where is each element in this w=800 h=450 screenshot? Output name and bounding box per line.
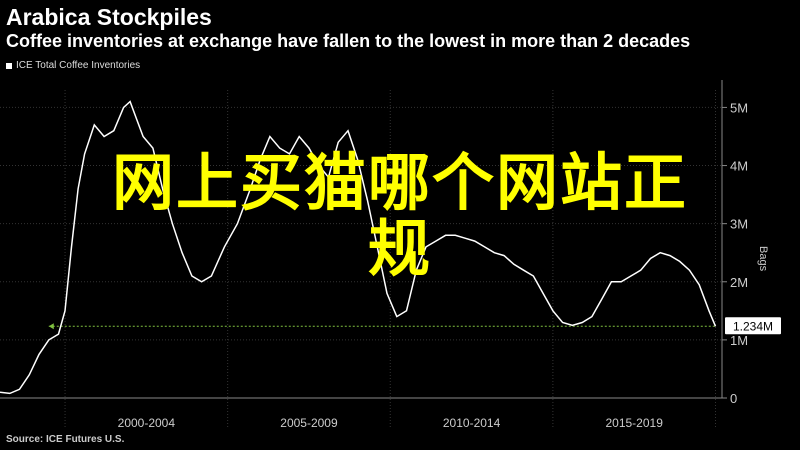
y-tick-label: 0 [730, 391, 737, 406]
chart-subtitle: Coffee inventories at exchange have fall… [6, 31, 691, 51]
watermark-overlay: 网上买猫哪个网站正 规 [0, 150, 800, 282]
y-tick-label: 4M [730, 159, 748, 174]
chart-title: Arabica Stockpiles [6, 4, 212, 30]
x-tick-label: 2005-2009 [280, 416, 338, 430]
y-tick-label: 3M [730, 217, 748, 232]
y-tick-label: 5M [730, 100, 748, 115]
y-unit-label: Bags [757, 246, 769, 272]
x-tick-label: 2010-2014 [443, 416, 501, 430]
watermark-line-2: 规 [367, 212, 432, 285]
legend-swatch [6, 62, 12, 69]
watermark-line-1: 网上买猫哪个网站正 [111, 146, 688, 219]
y-tick-label: 2M [730, 275, 748, 290]
series-line [0, 100, 717, 395]
last-value-label: 1.234M [733, 319, 773, 333]
legend: ICE Total Coffee Inventories [6, 60, 140, 71]
reference-arrow [48, 323, 54, 330]
last-value-box [725, 317, 781, 335]
x-tick-label: 2015-2019 [605, 416, 663, 430]
y-tick-label: 1M [730, 333, 748, 348]
legend-label: ICE Total Coffee Inventories [16, 60, 141, 71]
x-tick-label: 2000-2004 [118, 416, 176, 430]
source-note: Source: ICE Futures U.S. [6, 434, 125, 445]
